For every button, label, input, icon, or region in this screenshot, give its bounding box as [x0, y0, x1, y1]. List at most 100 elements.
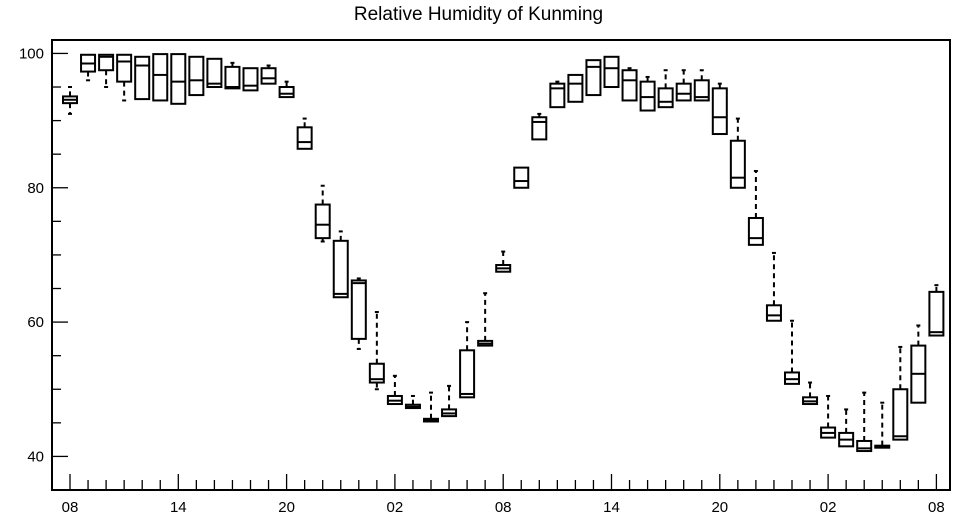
- box-body: [549, 82, 566, 109]
- box-body: [134, 55, 151, 101]
- box-plot-item: [98, 53, 115, 89]
- y-tick-label: 60: [27, 314, 44, 331]
- box-plot-item: [423, 391, 439, 423]
- box-body: [206, 57, 223, 89]
- box-body: [621, 69, 638, 102]
- box-body: [585, 59, 602, 97]
- box-body: [531, 116, 548, 141]
- x-tick-label: 08: [495, 499, 512, 516]
- box-plot-item: [603, 55, 620, 89]
- box-plot-item: [711, 82, 728, 136]
- box-plot-item: [477, 292, 494, 347]
- box-plot-item: [206, 57, 223, 89]
- box-plot-item: [639, 75, 656, 112]
- box-body: [170, 53, 187, 105]
- box-plot-item: [332, 230, 349, 299]
- box-plot-item: [856, 391, 873, 453]
- box-plot-item: [260, 64, 277, 85]
- box-plot-item: [495, 250, 512, 273]
- box-plot-item: [80, 53, 97, 82]
- box-body: [892, 388, 909, 441]
- box-plot-item: [838, 408, 855, 448]
- box-plot-item: [910, 324, 927, 404]
- x-tick-label: 20: [711, 499, 728, 516]
- box-plot-item: [242, 67, 259, 92]
- plot-frame: [51, 39, 951, 491]
- chart-title: Relative Humidity of Kunming: [353, 4, 604, 25]
- box-body: [747, 216, 764, 246]
- box-plot-item: [784, 319, 800, 385]
- x-tick-label: 08: [62, 499, 79, 516]
- box-plot-item: [116, 53, 133, 102]
- box-body: [314, 203, 331, 240]
- box-body: [765, 304, 782, 322]
- box-plot-item: [531, 112, 548, 141]
- box-plot-item: [368, 311, 385, 391]
- box-plot-item: [62, 86, 78, 115]
- box-plot-item: [459, 321, 476, 399]
- box-body: [784, 371, 800, 385]
- box-body: [729, 139, 746, 189]
- box-body: [260, 67, 277, 85]
- box-plot-item: [765, 251, 782, 322]
- box-plot-item: [134, 55, 151, 101]
- box-plot-item: [224, 61, 241, 90]
- box-plot-item: [386, 374, 403, 406]
- box-series: [62, 53, 945, 453]
- box-plot-item: [404, 394, 421, 410]
- box-plot-item: [350, 277, 367, 350]
- box-plot-item: [621, 67, 638, 102]
- box-plot-item: [892, 345, 909, 441]
- x-tick-label: 02: [387, 499, 404, 516]
- box-body: [711, 87, 728, 136]
- box-plot-item: [729, 117, 746, 189]
- box-body: [567, 73, 584, 103]
- box-plot-item: [928, 284, 945, 337]
- y-tick-label: 40: [27, 448, 44, 465]
- box-body: [856, 439, 873, 453]
- box-plot-item: [747, 169, 764, 246]
- box-body: [278, 86, 295, 99]
- box-plot-item: [152, 53, 169, 102]
- box-body: [928, 290, 945, 337]
- box-plot-item: [657, 69, 674, 109]
- box-plot-item: [278, 80, 295, 99]
- box-plot-item: [314, 184, 331, 243]
- y-tick-label: 80: [27, 180, 44, 197]
- box-body: [224, 65, 241, 90]
- box-body: [639, 80, 656, 112]
- box-body: [188, 55, 205, 97]
- x-tick-label: 08: [928, 499, 945, 516]
- box-plot-item: [585, 59, 602, 97]
- box-body: [675, 82, 692, 102]
- box-plot-item: [693, 69, 710, 102]
- x-tick-label: 02: [820, 499, 837, 516]
- box-plot-item: [675, 69, 692, 102]
- y-tick-label: 100: [19, 45, 44, 62]
- x-tick-label: 20: [278, 499, 295, 516]
- box-plot-item: [567, 73, 584, 103]
- box-body: [350, 279, 367, 340]
- box-plot-item: [170, 53, 187, 105]
- x-tick-label: 14: [603, 499, 620, 516]
- box-plot-item: [549, 80, 566, 109]
- y-axis: 40 60 80 100: [19, 45, 68, 491]
- box-body: [513, 166, 530, 189]
- box-plot-item: [441, 384, 458, 418]
- box-plot-item: [188, 55, 205, 97]
- box-plot-item: [513, 166, 530, 189]
- box-body: [242, 67, 259, 92]
- box-body: [657, 87, 674, 109]
- box-body: [296, 126, 313, 150]
- box-body: [152, 53, 169, 102]
- box-plot-item: [874, 401, 891, 449]
- box-body: [603, 55, 620, 89]
- box-body: [332, 239, 349, 299]
- x-axis: 08 14 20 02 08 14 20 02 08: [62, 474, 945, 516]
- x-tick-label: 14: [170, 499, 187, 516]
- box-body: [116, 53, 133, 83]
- box-plot-item: [296, 117, 313, 150]
- box-plot-item: [820, 394, 837, 439]
